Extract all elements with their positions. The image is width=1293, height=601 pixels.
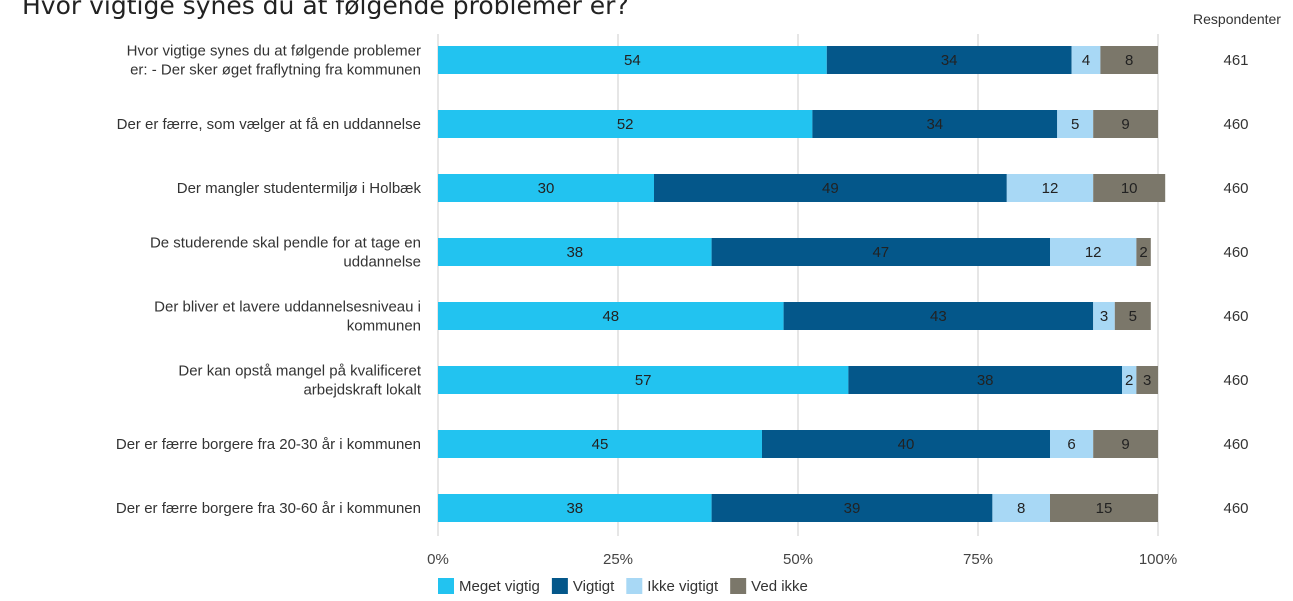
bar-segment <box>1050 494 1158 522</box>
bar-segment <box>1071 46 1101 74</box>
bar-segment <box>654 174 1007 202</box>
bar-segment <box>1093 430 1158 458</box>
data-label: 5 <box>1071 116 1079 133</box>
bar-segment <box>992 494 1050 522</box>
data-label: 3 <box>1143 372 1151 389</box>
data-label: 38 <box>566 244 583 261</box>
data-label: 34 <box>941 52 958 69</box>
bar-segment <box>848 366 1122 394</box>
bar-segment <box>438 238 712 266</box>
category-label: Hvor vigtige synes du at følgende proble… <box>127 43 421 79</box>
legend-swatch <box>438 578 454 594</box>
data-label: 4 <box>1082 52 1090 69</box>
legend-swatch <box>551 578 568 594</box>
data-label: 43 <box>930 308 947 325</box>
category-label: De studerende skal pendle for at tage en… <box>150 235 421 271</box>
data-label: 54 <box>624 52 641 69</box>
bar-segment <box>438 302 784 330</box>
bar-segment <box>762 430 1050 458</box>
bar-segment <box>1057 110 1094 138</box>
bar-segment <box>1093 174 1166 202</box>
data-label: 34 <box>926 116 943 133</box>
data-label: 49 <box>822 180 839 197</box>
data-label: 2 <box>1125 372 1133 389</box>
category-label: Der bliver et lavere uddannelsesniveau i… <box>154 299 421 335</box>
respondents-value: 460 <box>1223 244 1248 261</box>
data-label: 8 <box>1017 500 1025 517</box>
bar-segment <box>438 366 849 394</box>
legend-label: Vigtigt <box>573 578 615 595</box>
bar-segment <box>438 430 762 458</box>
bar-segment <box>438 46 827 74</box>
x-tick-label: 100% <box>1139 551 1177 568</box>
x-tick-label: 50% <box>783 551 813 568</box>
data-label: 3 <box>1100 308 1108 325</box>
bar-segment <box>783 302 1094 330</box>
data-label: 12 <box>1042 180 1059 197</box>
bar-segment <box>438 494 712 522</box>
legend-label: Meget vigtig <box>459 578 540 595</box>
bar-segment <box>1050 238 1137 266</box>
respondents-value: 460 <box>1223 372 1248 389</box>
legend-label: Ved ikke <box>751 578 808 595</box>
bar-segment <box>812 110 1058 138</box>
bar-segment <box>1136 238 1151 266</box>
data-label: 38 <box>977 372 994 389</box>
bar-segment <box>1122 366 1137 394</box>
data-label: 52 <box>617 116 634 133</box>
data-label: 38 <box>566 500 583 517</box>
legend-swatch <box>730 578 747 594</box>
data-label: 47 <box>872 244 889 261</box>
bar-segment <box>1136 366 1158 394</box>
data-label: 39 <box>844 500 861 517</box>
data-label: 6 <box>1067 436 1075 453</box>
bar-segment <box>711 494 993 522</box>
respondents-value: 460 <box>1223 500 1248 517</box>
category-label: Der er færre, som vælger at få en uddann… <box>117 116 421 133</box>
respondents-header: Respondenter <box>1193 11 1281 27</box>
respondents-value: 460 <box>1223 116 1248 133</box>
chart-title: Hvor vigtige synes du at følgende proble… <box>22 0 629 20</box>
bar-segment <box>1114 302 1151 330</box>
data-label: 9 <box>1121 436 1129 453</box>
bar-segment <box>1093 110 1158 138</box>
category-label: Der kan opstå mangel på kvalificeret arbe… <box>178 363 421 399</box>
bar-segment <box>826 46 1072 74</box>
bar-segment <box>438 110 813 138</box>
data-label: 57 <box>635 372 652 389</box>
data-label: 10 <box>1121 180 1138 197</box>
legend-swatch <box>626 578 643 594</box>
respondents-value: 461 <box>1223 52 1248 69</box>
data-label: 48 <box>602 308 619 325</box>
bar-segment <box>438 174 654 202</box>
data-label: 45 <box>592 436 609 453</box>
bar-segment <box>1006 174 1094 202</box>
bar-segment <box>1100 46 1158 74</box>
respondents-value: 460 <box>1223 180 1248 197</box>
data-label: 5 <box>1129 308 1137 325</box>
category-label: Der mangler studentermiljø i Holbæk <box>177 180 422 197</box>
data-label: 2 <box>1139 244 1147 261</box>
respondents-value: 460 <box>1223 308 1248 325</box>
bar-segment <box>1093 302 1115 330</box>
x-tick-label: 75% <box>963 551 993 568</box>
x-tick-label: 0% <box>427 551 449 568</box>
bar-segment <box>711 238 1050 266</box>
category-label: Der er færre borgere fra 30-60 år i komm… <box>116 500 421 517</box>
legend-label: Ikke vigtigt <box>647 578 719 595</box>
data-label: 12 <box>1085 244 1102 261</box>
data-label: 15 <box>1096 500 1113 517</box>
data-label: 8 <box>1125 52 1133 69</box>
data-label: 40 <box>898 436 915 453</box>
bar-segment <box>1050 430 1094 458</box>
respondents-value: 460 <box>1223 436 1248 453</box>
data-label: 30 <box>538 180 555 197</box>
category-label: Der er færre borgere fra 20-30 år i komm… <box>116 436 421 453</box>
x-tick-label: 25% <box>603 551 633 568</box>
data-label: 9 <box>1121 116 1129 133</box>
